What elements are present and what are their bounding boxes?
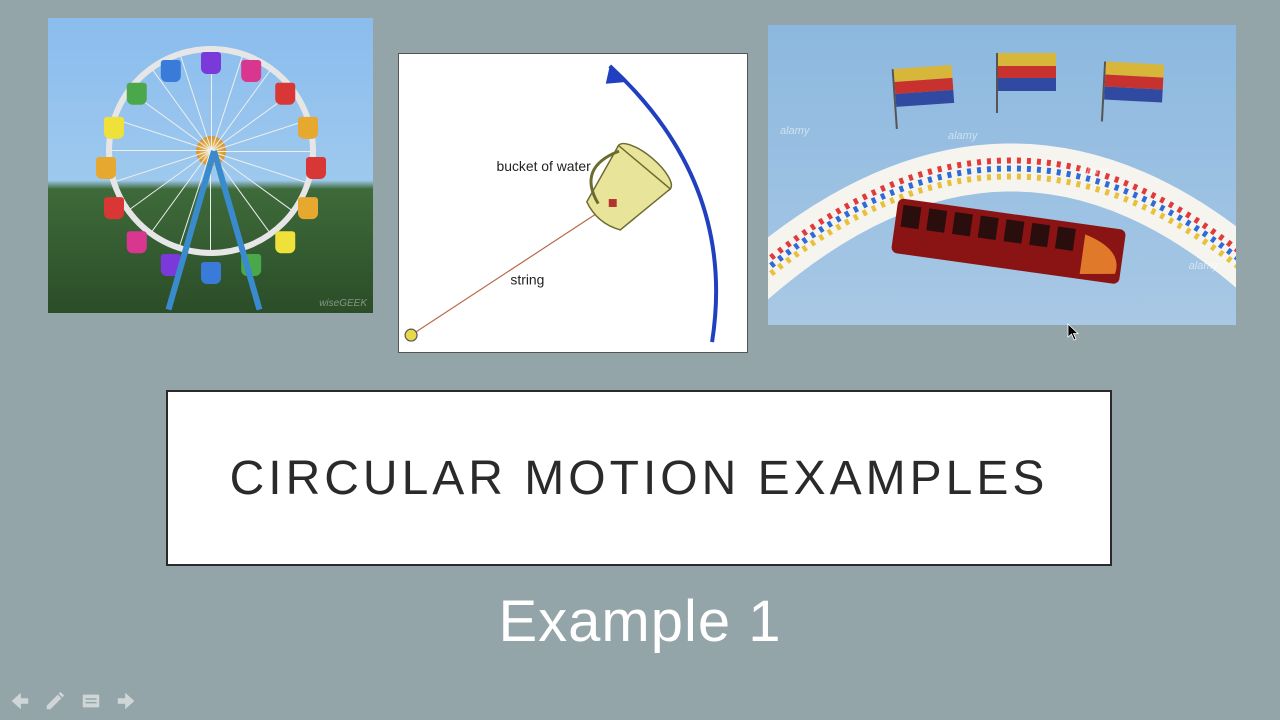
pencil-icon [44, 690, 66, 712]
image-ferris-wheel: wiseGEEK [48, 18, 373, 313]
title-box: CIRCULAR MOTION EXAMPLES [166, 390, 1112, 566]
slide-title: CIRCULAR MOTION EXAMPLES [230, 451, 1049, 506]
slide-subtitle: Example 1 [0, 588, 1280, 655]
motion-arc-arrowhead [606, 66, 628, 84]
notes-button[interactable] [78, 688, 104, 714]
image-roller-coaster: alamy alamy alamy alamy [768, 25, 1236, 325]
images-row: wiseGEEK bucket of water string [0, 18, 1280, 358]
string-line [411, 203, 613, 335]
watermark-wisegeek: wiseGEEK [319, 298, 367, 309]
handle-attach [609, 199, 617, 207]
bucket-diagram-svg: bucket of water string [399, 54, 747, 352]
next-slide-button[interactable] [114, 688, 140, 714]
prev-arrow-icon [8, 690, 30, 712]
next-arrow-icon [116, 690, 138, 712]
presentation-toolbar [6, 688, 140, 714]
image-bucket-diagram: bucket of water string [398, 53, 748, 353]
label-bucket: bucket of water [497, 158, 592, 174]
bucket-graphic [572, 134, 678, 241]
label-string: string [510, 271, 544, 287]
annotate-button[interactable] [42, 688, 68, 714]
coaster-car [891, 198, 1126, 284]
prev-slide-button[interactable] [6, 688, 32, 714]
pivot-point [405, 329, 417, 341]
notes-icon [80, 690, 102, 712]
